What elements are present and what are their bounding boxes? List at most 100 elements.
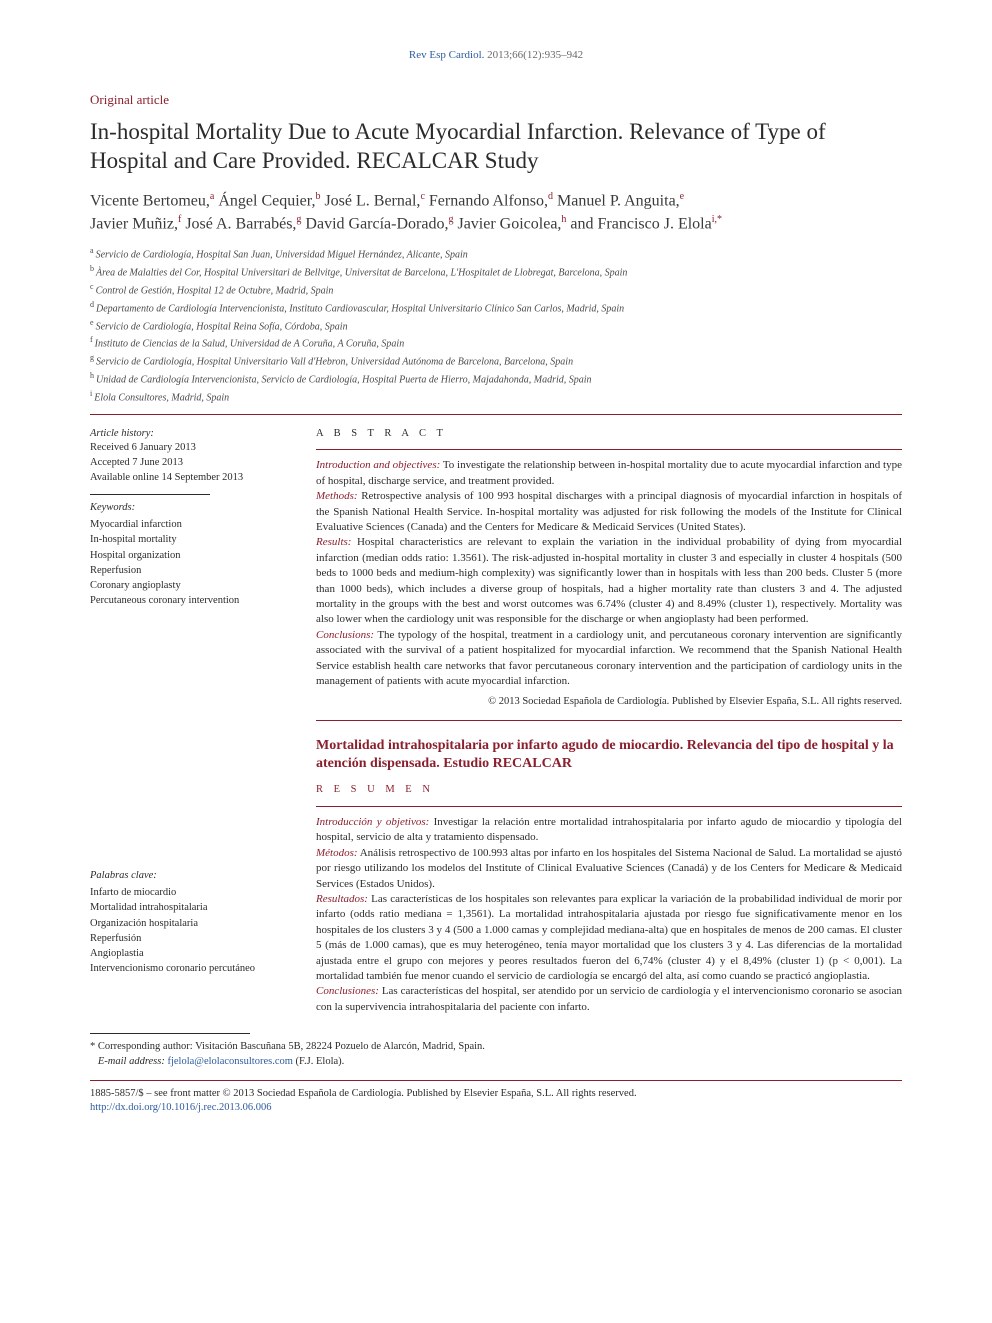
resumen-section: Resultados: Las características de los h… — [316, 892, 902, 984]
affiliation-item: b Àrea de Malalties del Cor, Hospital Un… — [90, 263, 902, 281]
keywords-en-list: Myocardial infarctionIn-hospital mortali… — [90, 517, 290, 608]
corresponding-email-suffix: (F.J. Elola). — [296, 1056, 345, 1067]
affiliation-item: d Departamento de Cardiología Intervenci… — [90, 299, 902, 317]
affiliation-text: Control de Gestión, Hospital 12 de Octub… — [96, 285, 334, 296]
author-name: Manuel P. Anguita, — [553, 192, 680, 209]
left-column: Article history: Received 6 January 2013… — [90, 427, 290, 1015]
abstract-section-label: Introduction and objectives: — [316, 459, 440, 471]
author-name: Ángel Cequier, — [214, 192, 315, 209]
history-accepted: Accepted 7 June 2013 — [90, 456, 290, 471]
corresponding-email-link[interactable]: fjelola@elolaconsultores.com — [167, 1056, 292, 1067]
abstract-section: Results: Hospital characteristics are re… — [316, 535, 902, 627]
abstract-section-text: Retrospective analysis of 100 993 hospit… — [316, 490, 902, 533]
keyword-item: Reperfusión — [90, 931, 290, 946]
affiliation-list: a Servicio de Cardiología, Hospital San … — [90, 245, 902, 405]
affiliation-item: i Elola Consultores, Madrid, Spain — [90, 388, 902, 406]
resumen-section-label: Métodos: — [316, 847, 358, 859]
article-history: Article history: Received 6 January 2013… — [90, 427, 290, 486]
resumen-section-label: Resultados: — [316, 893, 368, 905]
affiliation-text: Elola Consultores, Madrid, Spain — [94, 392, 229, 403]
resumen-section: Métodos: Análisis retrospectivo de 100.9… — [316, 846, 902, 892]
keyword-item: Mortalidad intrahospitalaria — [90, 900, 290, 915]
footnote-rule — [90, 1033, 250, 1034]
affiliation-text: Servicio de Cardiología, Hospital San Ju… — [96, 250, 468, 261]
rule-abstract — [316, 449, 902, 450]
abstract-heading: A B S T R A C T — [316, 427, 902, 442]
journal-citation: Rev Esp Cardiol. 2013;66(12):935–942 — [90, 48, 902, 63]
abstract-section: Conclusions: The typology of the hospita… — [316, 628, 902, 690]
doi-link[interactable]: http://dx.doi.org/10.1016/j.rec.2013.06.… — [90, 1102, 272, 1113]
resumen-section-label: Conclusiones: — [316, 985, 379, 997]
history-online: Available online 14 September 2013 — [90, 471, 290, 486]
keyword-item: Organización hospitalaria — [90, 916, 290, 931]
keyword-item: Coronary angioplasty — [90, 578, 290, 593]
affiliation-item: g Servicio de Cardiología, Hospital Univ… — [90, 352, 902, 370]
affiliation-item: h Unidad de Cardiología Intervencionista… — [90, 370, 902, 388]
keyword-item: Angioplastia — [90, 946, 290, 961]
abstract-section-label: Results: — [316, 536, 351, 548]
author-aff-sup: e — [680, 191, 684, 202]
abstract-section: Introduction and objectives: To investig… — [316, 458, 902, 489]
abstract-copyright: © 2013 Sociedad Española de Cardiología.… — [316, 695, 902, 710]
short-rule-1 — [90, 494, 210, 495]
affiliation-text: Departamento de Cardiología Intervencion… — [96, 303, 624, 314]
footer-rule — [90, 1080, 902, 1081]
resumen-section-text: Las características del hospital, ser at… — [316, 985, 902, 1012]
keywords-es: Palabras clave: Infarto de miocardioMort… — [90, 869, 290, 977]
keyword-item: Infarto de miocardio — [90, 885, 290, 900]
abstract-section-text: Hospital characteristics are relevant to… — [316, 536, 902, 625]
keyword-item: Hospital organization — [90, 548, 290, 563]
journal-citation-text: 2013;66(12):935–942 — [487, 49, 583, 61]
rule-top — [90, 414, 902, 415]
spanish-title: Mortalidad intrahospitalaria por infarto… — [316, 737, 902, 773]
two-column-layout: Article history: Received 6 January 2013… — [90, 427, 902, 1015]
front-matter: 1885-5857/$ – see front matter © 2013 So… — [90, 1087, 902, 1116]
rule-mid — [316, 720, 902, 721]
resumen-section-label: Introducción y objetivos: — [316, 816, 429, 828]
history-label: Article history: — [90, 427, 290, 442]
left-spacer — [90, 609, 290, 869]
article-type: Original article — [90, 91, 902, 109]
affiliation-text: Instituto de Ciencias de la Salud, Unive… — [95, 339, 405, 350]
journal-citation-link[interactable]: Rev Esp Cardiol. — [409, 49, 484, 61]
affiliation-item: c Control de Gestión, Hospital 12 de Oct… — [90, 281, 902, 299]
email-label: E-mail address: — [98, 1056, 168, 1067]
author-name: Vicente Bertomeu, — [90, 192, 210, 209]
right-column: A B S T R A C T Introduction and objecti… — [316, 427, 902, 1015]
keywords-es-list: Infarto de miocardioMortalidad intrahosp… — [90, 885, 290, 976]
resumen-section: Conclusiones: Las características del ho… — [316, 984, 902, 1015]
rule-resumen — [316, 806, 902, 807]
affiliation-text: Servicio de Cardiología, Hospital Univer… — [96, 357, 573, 368]
article-title: In-hospital Mortality Due to Acute Myoca… — [90, 118, 902, 176]
author-name: David García-Dorado, — [301, 215, 448, 232]
keyword-item: Intervencionismo coronario percutáneo — [90, 961, 290, 976]
abstract-section-label: Conclusions: — [316, 629, 374, 641]
author-name: José L. Bernal, — [320, 192, 420, 209]
keyword-item: In-hospital mortality — [90, 532, 290, 547]
affiliation-text: Àrea de Malalties del Cor, Hospital Univ… — [96, 267, 627, 278]
keyword-item: Percutaneous coronary intervention — [90, 593, 290, 608]
keyword-item: Reperfusion — [90, 563, 290, 578]
keywords-es-heading: Palabras clave: — [90, 869, 290, 884]
front-matter-text: 1885-5857/$ – see front matter © 2013 So… — [90, 1087, 902, 1102]
author-name: Javier Muñiz, — [90, 215, 178, 232]
author-name: and Francisco J. Elola — [566, 215, 711, 232]
affiliation-text: Unidad de Cardiología Intervencionista, … — [96, 374, 592, 385]
abstract-body: Introduction and objectives: To investig… — [316, 458, 902, 689]
abstract-section-label: Methods: — [316, 490, 358, 502]
abstract-section-text: The typology of the hospital, treatment … — [316, 629, 902, 687]
keywords-en: Keywords: Myocardial infarctionIn-hospit… — [90, 501, 290, 609]
resumen-section-text: Las características de los hospitales so… — [316, 893, 902, 982]
keyword-item: Myocardial infarction — [90, 517, 290, 532]
resumen-body: Introducción y objetivos: Investigar la … — [316, 815, 902, 1015]
affiliation-item: a Servicio de Cardiología, Hospital San … — [90, 245, 902, 263]
corresponding-text: Corresponding author: Visitación Bascuña… — [98, 1041, 485, 1052]
author-aff-sup: i,* — [712, 214, 722, 225]
affiliation-item: f Instituto de Ciencias de la Salud, Uni… — [90, 334, 902, 352]
corresponding-star: * — [90, 1041, 95, 1052]
author-list: Vicente Bertomeu,a Ángel Cequier,b José … — [90, 190, 902, 235]
author-name: José A. Barrabés, — [181, 215, 296, 232]
history-received: Received 6 January 2013 — [90, 441, 290, 456]
affiliation-item: e Servicio de Cardiología, Hospital Rein… — [90, 317, 902, 335]
corresponding-author: * Corresponding author: Visitación Bascu… — [90, 1040, 902, 1069]
